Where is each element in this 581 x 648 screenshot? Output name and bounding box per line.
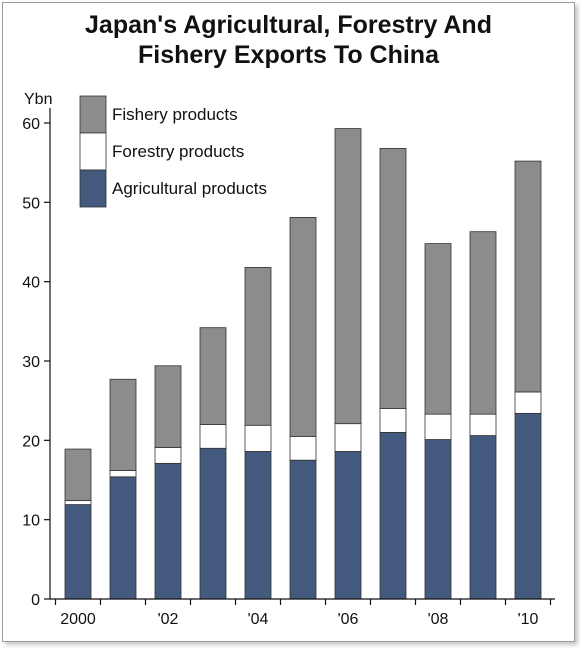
legend-swatch-forestry: [79, 132, 107, 171]
bar-agricultural-2004: [244, 451, 272, 600]
bar-forestry-2002: [154, 447, 182, 464]
bar-forestry-2009: [469, 413, 497, 436]
bar-agricultural-2001: [109, 476, 137, 600]
bar-fishery-2008: [424, 243, 452, 415]
y-axis-unit-label: Ybn: [24, 91, 52, 108]
bar-fishery-2007: [379, 147, 407, 410]
legend-swatch-agricultural: [79, 169, 107, 208]
x-tick-label-2002: '02: [158, 611, 179, 628]
bars-group: [64, 128, 542, 600]
bar-forestry-2004: [244, 424, 272, 452]
bar-fishery-2003: [199, 327, 227, 425]
chart-title-line-1: Japan's Agricultural, Forestry And: [85, 11, 492, 39]
y-tick-label-20: 20: [22, 433, 40, 450]
y-tick-label-60: 60: [22, 116, 40, 133]
bar-agricultural-2003: [199, 447, 227, 600]
y-tick-label-50: 50: [22, 195, 40, 212]
x-tick-label-2006: '06: [338, 611, 359, 628]
bar-forestry-2008: [424, 413, 452, 440]
bar-fishery-2009: [469, 231, 497, 415]
bar-forestry-2005: [289, 435, 317, 461]
bar-forestry-2000: [64, 500, 92, 505]
bar-fishery-2004: [244, 266, 272, 426]
chart-title-line-2: Fishery Exports To China: [138, 41, 439, 69]
bar-agricultural-2008: [424, 439, 452, 600]
y-tick-label-30: 30: [22, 354, 40, 371]
bar-agricultural-2002: [154, 462, 182, 600]
y-tick-label-10: 10: [22, 513, 40, 530]
bar-forestry-2010: [514, 391, 542, 414]
bar-fishery-2006: [334, 128, 362, 425]
bar-forestry-2006: [334, 423, 362, 452]
axes-group: 0 10 20 30 40 50 60 2000 '02 '04 '06 '08 '10: [22, 108, 555, 628]
bar-fishery-2005: [289, 217, 317, 437]
y-tick-label-0: 0: [31, 592, 40, 609]
bar-agricultural-2009: [469, 435, 497, 600]
bar-agricultural-2006: [334, 451, 362, 600]
x-tick-label-2008: '08: [428, 611, 449, 628]
bar-forestry-2007: [379, 408, 407, 433]
bar-fishery-2010: [514, 160, 542, 393]
legend: Fishery products Forestry products Agricul…: [79, 95, 267, 208]
legend-label-forestry: Forestry products: [112, 142, 244, 161]
legend-swatch-fishery: [79, 95, 107, 134]
bar-agricultural-2010: [514, 412, 542, 600]
bar-agricultural-2007: [379, 431, 407, 600]
x-tick-label-2000: 2000: [60, 611, 96, 628]
y-tick-label-40: 40: [22, 275, 40, 292]
bar-agricultural-2000: [64, 504, 92, 600]
bar-fishery-2002: [154, 365, 182, 448]
chart-title: Japan's Agricultural, Forestry And Fishe…: [0, 10, 577, 70]
bar-forestry-2001: [109, 470, 137, 478]
legend-label-agricultural: Agricultural products: [112, 179, 267, 198]
bar-fishery-2000: [64, 448, 92, 502]
x-tick-label-2004: '04: [248, 611, 269, 628]
bar-forestry-2003: [199, 424, 227, 449]
bar-fishery-2001: [109, 378, 137, 471]
x-tick-label-2010: '10: [518, 611, 539, 628]
bar-agricultural-2005: [289, 459, 317, 600]
legend-label-fishery: Fishery products: [112, 105, 238, 124]
